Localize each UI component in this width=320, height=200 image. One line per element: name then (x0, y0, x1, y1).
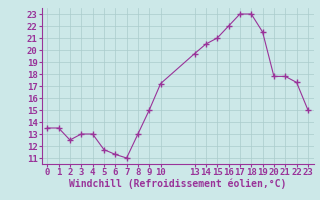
X-axis label: Windchill (Refroidissement éolien,°C): Windchill (Refroidissement éolien,°C) (69, 179, 286, 189)
